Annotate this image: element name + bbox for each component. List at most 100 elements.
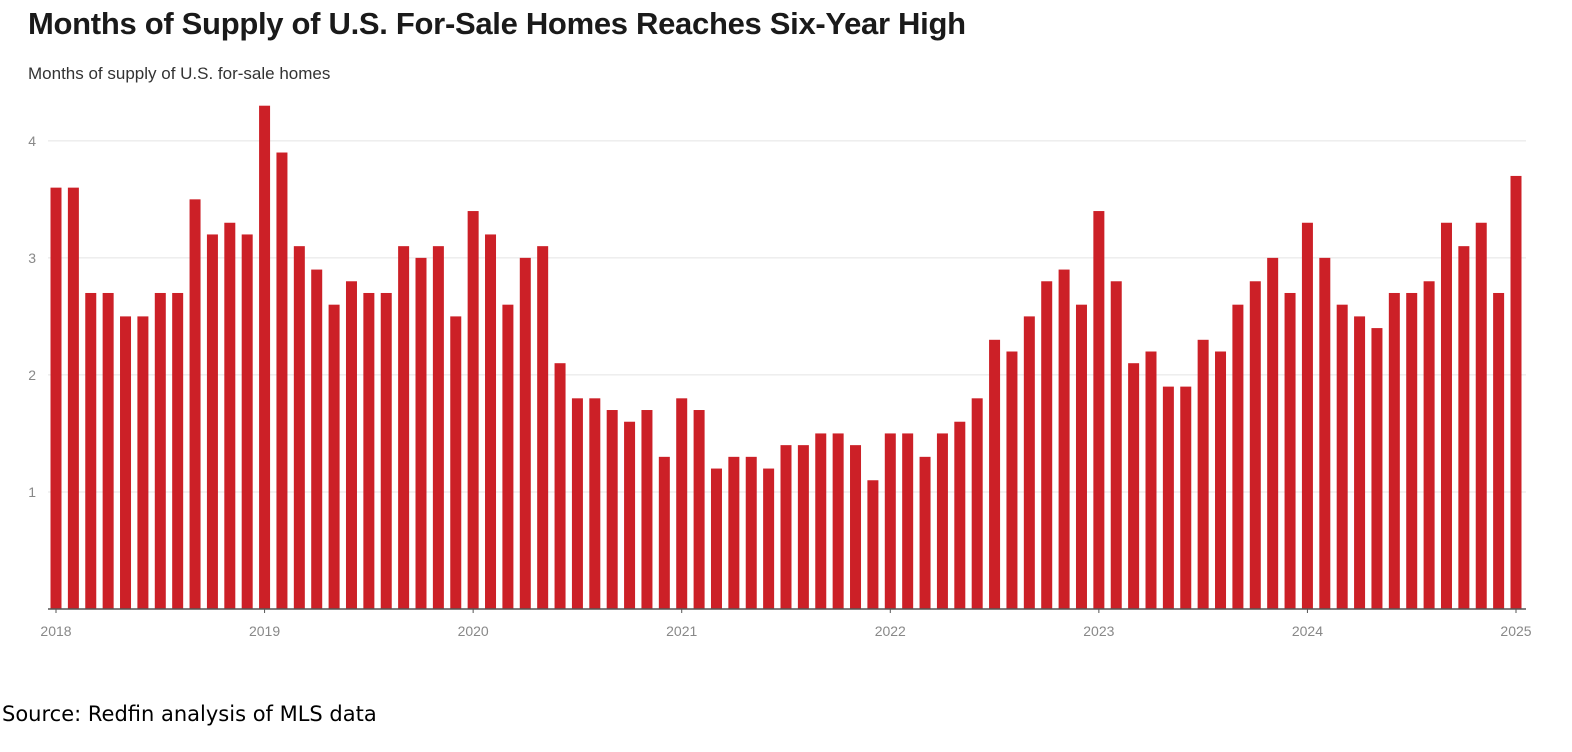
y-axis-ticks: 1 2 3 4: [28, 133, 36, 500]
x-tick-label: 2021: [666, 623, 697, 639]
bar-2024-08: [1423, 281, 1435, 609]
bar-2018-03: [85, 292, 97, 609]
bar-2020-02: [485, 234, 497, 609]
bar-2023-12: [1284, 292, 1296, 609]
bar-2022-06: [971, 398, 983, 609]
bar-2019-11: [432, 246, 444, 609]
bar-2018-02: [67, 187, 79, 609]
bar-2019-06: [345, 281, 357, 609]
bar-2018-08: [172, 292, 184, 609]
bar-2022-01: [884, 433, 896, 609]
bar-2022-07: [989, 339, 1001, 609]
bar-2019-12: [450, 316, 462, 609]
source-note: Source: Redfin analysis of MLS data: [2, 702, 377, 726]
bar-2018-05: [120, 316, 132, 609]
bar-2023-03: [1128, 363, 1140, 609]
bar-2021-07: [780, 445, 792, 609]
bar-2021-05: [745, 456, 757, 609]
bars: [50, 105, 1522, 610]
bar-2020-11: [641, 410, 653, 609]
bar-2021-08: [797, 445, 809, 609]
bar-2019-03: [293, 246, 305, 609]
y-tick-label: 3: [28, 250, 36, 266]
bar-2019-04: [311, 269, 323, 609]
bar-2024-11: [1475, 222, 1487, 609]
bar-2019-08: [380, 292, 392, 609]
chart-title: Months of Supply of U.S. For-Sale Homes …: [28, 6, 966, 41]
bar-2020-12: [658, 456, 670, 609]
x-tick-label: 2024: [1292, 623, 1323, 639]
bar-2023-05: [1162, 386, 1174, 609]
y-tick-label: 4: [28, 133, 36, 149]
bar-2020-03: [502, 304, 514, 609]
x-tick-label: 2023: [1083, 623, 1114, 639]
bar-2021-03: [710, 468, 722, 609]
bar-2020-10: [624, 421, 636, 609]
bar-2023-09: [1232, 304, 1244, 609]
y-tick-label: 1: [28, 484, 36, 500]
bar-chart: 1 2 3 4 2018 2019 2020 2021 2022 2023 2024 2025: [28, 105, 1532, 639]
bar-2019-01: [259, 105, 271, 609]
bar-2023-06: [1180, 386, 1192, 609]
bar-2018-12: [241, 234, 253, 609]
bar-2022-09: [1023, 316, 1035, 609]
bar-2020-04: [519, 257, 531, 609]
bar-2018-07: [154, 292, 166, 609]
bar-2024-12: [1493, 292, 1505, 609]
bar-2021-12: [867, 480, 879, 609]
x-tick-label: 2020: [458, 623, 489, 639]
bar-2022-03: [919, 456, 931, 609]
bar-2023-08: [1215, 351, 1227, 609]
bar-2019-05: [328, 304, 340, 609]
bar-2020-07: [571, 398, 583, 609]
bar-2022-12: [1075, 304, 1087, 609]
bar-2022-11: [1058, 269, 1070, 609]
x-tick-label: 2019: [249, 623, 280, 639]
bar-2020-01: [467, 211, 479, 610]
bar-2023-02: [1110, 281, 1122, 609]
bar-2021-11: [850, 445, 862, 609]
bar-2024-06: [1388, 292, 1400, 609]
bar-2024-03: [1336, 304, 1348, 609]
bar-2022-10: [1041, 281, 1053, 609]
bar-2024-04: [1354, 316, 1366, 609]
x-axis-ticks: 2018 2019 2020 2021 2022 2023 2024 2025: [40, 609, 1532, 639]
bar-2024-07: [1406, 292, 1418, 609]
bar-2022-02: [902, 433, 914, 609]
bar-2021-10: [832, 433, 844, 609]
bar-2018-09: [189, 199, 201, 609]
bar-2018-06: [137, 316, 149, 609]
bar-2024-05: [1371, 328, 1383, 609]
bar-2021-06: [763, 468, 775, 609]
bar-2019-10: [415, 257, 427, 609]
bar-2023-04: [1145, 351, 1157, 609]
chart-subtitle: Months of supply of U.S. for-sale homes: [28, 64, 331, 83]
bar-2022-08: [1006, 351, 1018, 609]
bar-2023-11: [1267, 257, 1279, 609]
bar-2021-01: [676, 398, 688, 609]
bar-2021-09: [815, 433, 827, 609]
bar-2019-02: [276, 152, 288, 609]
bar-2019-07: [363, 292, 375, 609]
bar-2021-04: [728, 456, 740, 609]
bar-2018-04: [102, 292, 114, 609]
bar-2024-09: [1440, 222, 1452, 609]
bar-2018-11: [224, 222, 236, 609]
bar-2023-10: [1249, 281, 1261, 609]
x-tick-label: 2025: [1500, 623, 1531, 639]
bar-2023-01: [1093, 211, 1105, 610]
bar-2020-08: [589, 398, 601, 609]
x-tick-label: 2018: [40, 623, 71, 639]
bar-2020-05: [537, 246, 549, 609]
bar-2022-05: [954, 421, 966, 609]
bar-2023-07: [1197, 339, 1209, 609]
bar-2018-01: [50, 187, 62, 609]
bar-2021-02: [693, 410, 705, 609]
x-tick-label: 2022: [875, 623, 906, 639]
bar-2020-09: [606, 410, 618, 609]
bar-2019-09: [398, 246, 410, 609]
bar-2025-01: [1510, 175, 1522, 609]
bar-2024-02: [1319, 257, 1331, 609]
bar-2024-10: [1458, 246, 1470, 609]
y-tick-label: 2: [28, 367, 36, 383]
